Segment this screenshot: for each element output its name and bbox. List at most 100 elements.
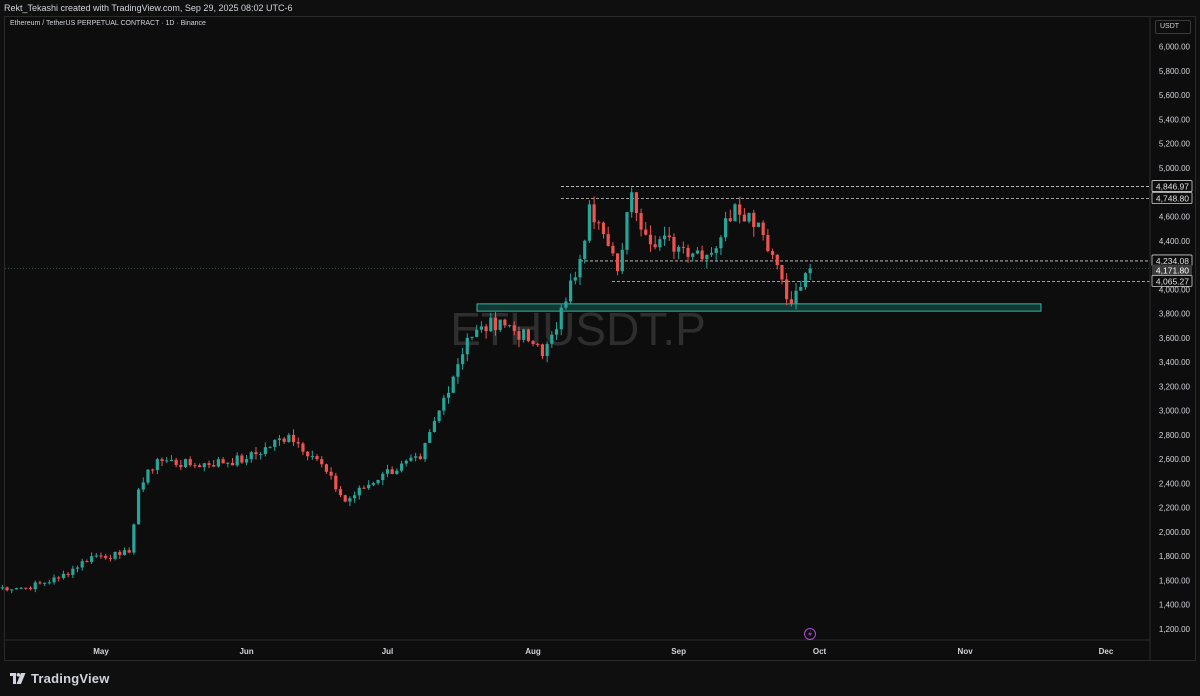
tradingview-logo[interactable]: TradingView: [10, 671, 110, 686]
price-chart[interactable]: ETHUSDT.P 6,000.00 5,800.00 5,600.00 5,400.…: [0, 0, 1200, 662]
price-tick-label: 5,000.00: [1159, 164, 1191, 173]
candle-body: [503, 319, 507, 326]
candle-body: [99, 555, 103, 557]
candle-body: [428, 431, 432, 443]
candle-body: [475, 329, 479, 337]
candle-body: [268, 446, 272, 448]
candle-body: [169, 459, 174, 461]
candle-body: [705, 254, 709, 260]
candle-body: [404, 460, 408, 464]
candle-body: [512, 325, 516, 331]
candle-body: [554, 329, 559, 335]
candle-body: [28, 587, 33, 590]
candle-body: [61, 573, 66, 579]
candle-body: [545, 343, 549, 357]
candle-body: [315, 456, 319, 460]
candle-body: [662, 235, 667, 240]
candle-body: [644, 229, 648, 235]
price-label-text: 4,171.80: [1156, 265, 1189, 275]
candle-body: [484, 326, 488, 332]
price-label-box: [1151, 274, 1193, 287]
candle-body: [263, 447, 267, 455]
candle-body: [296, 442, 300, 444]
time-tick-label: Jun: [239, 647, 253, 656]
candle-body: [381, 473, 385, 480]
price-label-text: 4,234.08: [1156, 256, 1189, 266]
candle-body: [230, 462, 235, 466]
candle-body: [66, 573, 70, 575]
candle-body: [151, 469, 155, 471]
candle-body: [118, 551, 122, 555]
candle-body: [399, 463, 404, 471]
support-zone-box[interactable]: [476, 303, 1042, 312]
candle-body: [803, 273, 808, 288]
candle-body: [33, 582, 37, 590]
candle-body: [719, 237, 723, 249]
candle-body: [113, 551, 117, 559]
candle-body: [216, 459, 221, 467]
time-tick-label: Aug: [525, 647, 541, 656]
candle-body: [742, 214, 746, 222]
candle-body: [362, 487, 366, 489]
candles: [0, 187, 812, 594]
candle-body: [43, 582, 47, 584]
candle-body: [193, 465, 197, 467]
candle-body: [630, 192, 634, 213]
candle-body: [451, 376, 455, 393]
candle-body: [423, 442, 427, 460]
candle-body: [212, 465, 216, 467]
candle-body: [573, 277, 577, 281]
candle-body: [569, 280, 573, 302]
horizontal-levels: [5, 186, 1150, 282]
lightning-icon[interactable]: [804, 628, 816, 640]
candle-body: [188, 459, 192, 466]
candle-body: [714, 248, 718, 253]
candle-body: [752, 212, 756, 227]
price-axis: 6,000.00 5,800.00 5,600.00 5,400.00 5,200.00…: [1159, 43, 1191, 634]
brand-name: TradingView: [31, 671, 110, 686]
candle-body: [465, 337, 469, 355]
price-tick-label: 2,200.00: [1159, 504, 1191, 513]
candle-body: [559, 307, 563, 330]
price-label-box: [1151, 180, 1193, 192]
chart-frame[interactable]: [4, 16, 1196, 661]
candle-body: [343, 495, 347, 502]
candle-body: [80, 561, 84, 568]
candle-body: [592, 204, 596, 223]
bottom-bar: TradingView: [0, 662, 1200, 696]
candle-body: [493, 317, 498, 331]
candle-body: [395, 470, 399, 475]
candle-body: [310, 456, 314, 458]
candle-body: [108, 558, 112, 560]
time-tick-label: May: [93, 647, 109, 656]
candle-body: [550, 334, 554, 344]
candle-body: [564, 301, 568, 308]
candle-body: [254, 452, 258, 455]
price-tick-label: 3,000.00: [1159, 407, 1191, 416]
candle-body: [52, 577, 56, 583]
candle-body: [794, 290, 798, 304]
candle-body: [808, 268, 812, 274]
symbol-description: Ethereum / TetherUS PERPETUAL CONTRACT ·…: [10, 20, 206, 27]
tradingview-logo-icon: [10, 673, 26, 684]
candle-body: [57, 577, 61, 579]
price-labels: 4,846.974,748.804,234.084,171.8009:57:56…: [1151, 180, 1193, 287]
candle-body: [667, 235, 671, 238]
candle-body: [766, 235, 770, 252]
currency-selector[interactable]: USDT: [1155, 20, 1191, 34]
candle-body: [90, 556, 94, 562]
candle-body: [709, 252, 714, 255]
candle-body: [761, 222, 765, 236]
candle-body: [14, 588, 19, 590]
candle-body: [677, 246, 681, 252]
candle-body: [780, 265, 784, 280]
price-tick-label: 5,600.00: [1159, 91, 1191, 100]
candle-body: [461, 354, 465, 365]
candle-body: [418, 456, 422, 460]
price-label-box: [1151, 192, 1193, 204]
candle-body: [540, 344, 545, 357]
price-tick-label: 6,000.00: [1159, 43, 1191, 52]
candle-body: [700, 250, 704, 260]
candle-body: [536, 343, 540, 345]
candle-body: [24, 587, 28, 589]
